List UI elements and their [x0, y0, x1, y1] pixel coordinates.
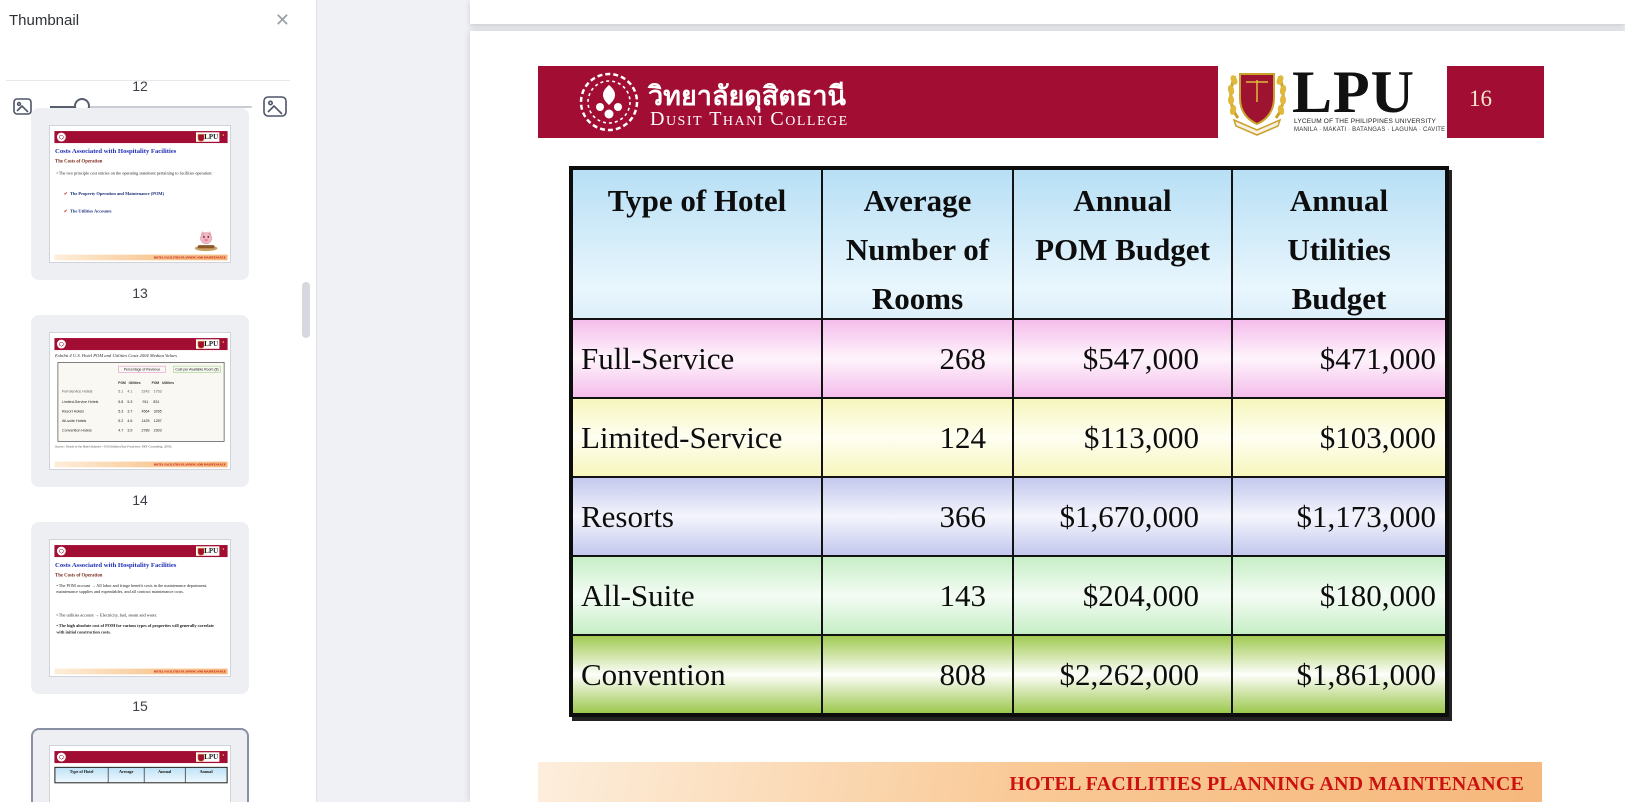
mini-col-group-revenue: Percentage of Revenue — [118, 365, 166, 373]
thumbnail-list: 12 LPU Costs Associated with Hospitality… — [0, 81, 317, 802]
table-row-resorts: Resorts 366 $1,670,000 $1,173,000 — [573, 478, 1445, 557]
mini-col-group-cost: Cost per Available Room ($) — [173, 365, 221, 373]
mini-footer-bar: HOTEL FACILITIES PLANNING AND MAINTENANC… — [54, 461, 228, 468]
mini-check-item: ✔ The Property Operation and Maintenance… — [63, 191, 165, 197]
page-number: 16 — [1469, 86, 1492, 111]
mini-table-row: All-suite Hotels 5.2 4.6 1425 1287 — [62, 418, 162, 423]
panel-scrollbar[interactable] — [302, 282, 310, 338]
mini-subheaders: POM Utilities POM Utilities — [118, 381, 174, 385]
page-label-13: 13 — [132, 285, 148, 301]
dusit-logo-icon — [56, 752, 66, 762]
thumbnail-slide-14: LPU Exhibit 4 U.S. Hotel POM and Utiliti… — [49, 332, 231, 470]
close-icon[interactable]: ✕ — [274, 10, 290, 30]
mini-exhibit-table: Percentage of Revenue Cost per Available… — [57, 362, 225, 442]
slide-footer-bar: HOTEL FACILITIES PLANNING AND MAINTENANC… — [538, 762, 1542, 802]
table-header-row: Type of Hotel Average Number of Rooms An… — [573, 170, 1445, 320]
mini-check-item: ✔ The Utilities Accounts — [63, 209, 112, 214]
lpu-campuses: MANILA · MAKATI · BATANGAS · LAGUNA · CA… — [1294, 127, 1446, 133]
thumbnail-zoom-slider[interactable] — [50, 106, 252, 108]
dusit-logo-icon — [56, 132, 66, 142]
table-row-all-suite: All-Suite 143 $204,000 $180,000 — [573, 557, 1445, 636]
check-icon: ✔ — [63, 209, 68, 214]
slider-fill — [50, 106, 80, 108]
mini-page-number-block — [221, 339, 226, 345]
thumbnail-slide-16: LPU Type of Hotel Average Annual Annual — [49, 745, 231, 802]
mini-exhibit-title: Exhibit 4 U.S. Hotel POM and Utilities C… — [55, 353, 177, 359]
previous-page-edge — [470, 0, 1625, 24]
mini-source-note: Source: Trends in the Hotel Industry—USA… — [55, 444, 173, 449]
mini-table-row: Resort Hotels 5.3 3.7 4564 3265 — [62, 409, 162, 414]
mini-slide-subtitle: The Costs of Operation — [55, 572, 103, 578]
lpu-university-name: LYCEUM OF THE PHILIPPINES UNIVERSITY — [1294, 118, 1437, 125]
slide-footer-text: HOTEL FACILITIES PLANNING AND MAINTENANC… — [1009, 773, 1524, 795]
thumbnail-size-small-icon[interactable] — [13, 98, 32, 115]
panel-divider — [6, 80, 290, 81]
mini-bullet: • The POM account → All labor and fringe… — [56, 582, 208, 595]
thumbnail-zoom-row — [0, 44, 316, 117]
panel-title: Thumbnail — [9, 12, 80, 29]
mini-footer-bar: HOTEL FACILITIES PLANNING AND MAINTENANC… — [54, 668, 228, 675]
thumbnail-panel-header: Thumbnail ✕ — [0, 0, 316, 44]
mini-header-bar: LPU — [54, 545, 228, 558]
header-annual-utilities: Annual Utilities Budget — [1287, 183, 1391, 316]
check-icon: ✔ — [63, 191, 68, 197]
mini-footer-bar: HOTEL FACILITIES PLANNING AND MAINTENANC… — [54, 254, 228, 261]
header-average-rooms: Average Number of Rooms — [823, 170, 1014, 318]
thumbnail-panel: Thumbnail ✕ 12 — [0, 0, 317, 802]
page-label-15: 15 — [132, 698, 148, 714]
thumbnail-slide-13: LPU Costs Associated with Hospitality Fa… — [49, 125, 231, 263]
mini-slide-title: Costs Associated with Hospitality Facili… — [55, 146, 177, 155]
page-label-14: 14 — [132, 492, 148, 508]
thumbnail-slide-15: LPU Costs Associated with Hospitality Fa… — [49, 539, 231, 677]
mini-table-row: Convention Hotels 4.7 3.9 2789 2303 — [62, 428, 162, 433]
table-row-convention: Convention 808 $2,262,000 $1,861,000 — [573, 636, 1445, 713]
lpu-crest-icon — [1227, 73, 1287, 136]
lpu-acronym: LPU — [1292, 59, 1415, 125]
mini-page-number-block — [221, 132, 226, 138]
mini-slide-title: Costs Associated with Hospitality Facili… — [55, 560, 177, 569]
thumbnail-size-large-icon[interactable] — [263, 96, 287, 117]
mini-header-bar: LPU — [54, 131, 228, 144]
mini-slide-subtitle: The Costs of Operation — [55, 158, 103, 164]
hotel-budget-table: Type of Hotel Average Number of Rooms An… — [569, 166, 1449, 717]
thumbnail-item-16[interactable]: LPU Type of Hotel Average Annual Annual — [31, 728, 249, 802]
table-row-limited-service: Limited-Service 124 $113,000 $103,000 — [573, 399, 1445, 478]
header-type-of-hotel: Type of Hotel — [573, 170, 823, 318]
lpu-logo: LPU — [195, 132, 220, 142]
mini-bullet: • The two principle cost entries on the … — [56, 170, 213, 176]
cartoon-pig-image — [194, 231, 218, 252]
dusit-logo-icon — [56, 339, 66, 349]
lpu-logo-block: LPU LYCEUM OF THE PHILIPPINES UNIVERSITY… — [1218, 59, 1447, 138]
mini-bullet: • The high absolute cost of POM for vari… — [56, 623, 214, 635]
thumbnail-item-14[interactable]: LPU Exhibit 4 U.S. Hotel POM and Utiliti… — [31, 315, 249, 487]
thumbnail-item-15[interactable]: LPU Costs Associated with Hospitality Fa… — [31, 522, 249, 694]
header-annual-pom: Annual POM Budget — [1014, 170, 1233, 318]
lpu-logo: LPU — [195, 546, 220, 556]
lpu-logo: LPU — [195, 752, 220, 762]
thumbnail-item-13[interactable]: LPU Costs Associated with Hospitality Fa… — [31, 108, 249, 280]
page-number-block: 16 — [1447, 66, 1544, 138]
mini-header-bar: LPU — [54, 338, 228, 351]
college-name-thai: วิทยาลัยดุสิตธานี — [648, 81, 846, 112]
mini-table-row: Full-Service Hotels 5.1 4.1 2242 1763 — [62, 389, 162, 394]
lpu-logo: LPU — [195, 339, 220, 349]
slide-header-bar: วิทยาลัยดุสิตธานี Dusit Thani College — [538, 66, 1218, 138]
dusit-thani-logo-icon — [579, 72, 639, 132]
mini-bullet: • The utilities account → Electricity, f… — [56, 612, 157, 618]
table-row-full-service: Full-Service 268 $547,000 $471,000 — [573, 320, 1445, 399]
dusit-logo-icon — [56, 546, 66, 556]
mini-table-row: Limited-Service Hotels 5.8 5.3 911 831 — [62, 399, 160, 404]
college-name-english: Dusit Thani College — [650, 108, 849, 130]
mini-header-bar: LPU — [54, 751, 228, 764]
mini-page-number-block — [221, 752, 226, 758]
mini-page-number-block — [221, 546, 226, 552]
mini-table-header-row: Type of Hotel Average Annual Annual — [54, 766, 228, 784]
page-label-12: 12 — [132, 81, 148, 94]
